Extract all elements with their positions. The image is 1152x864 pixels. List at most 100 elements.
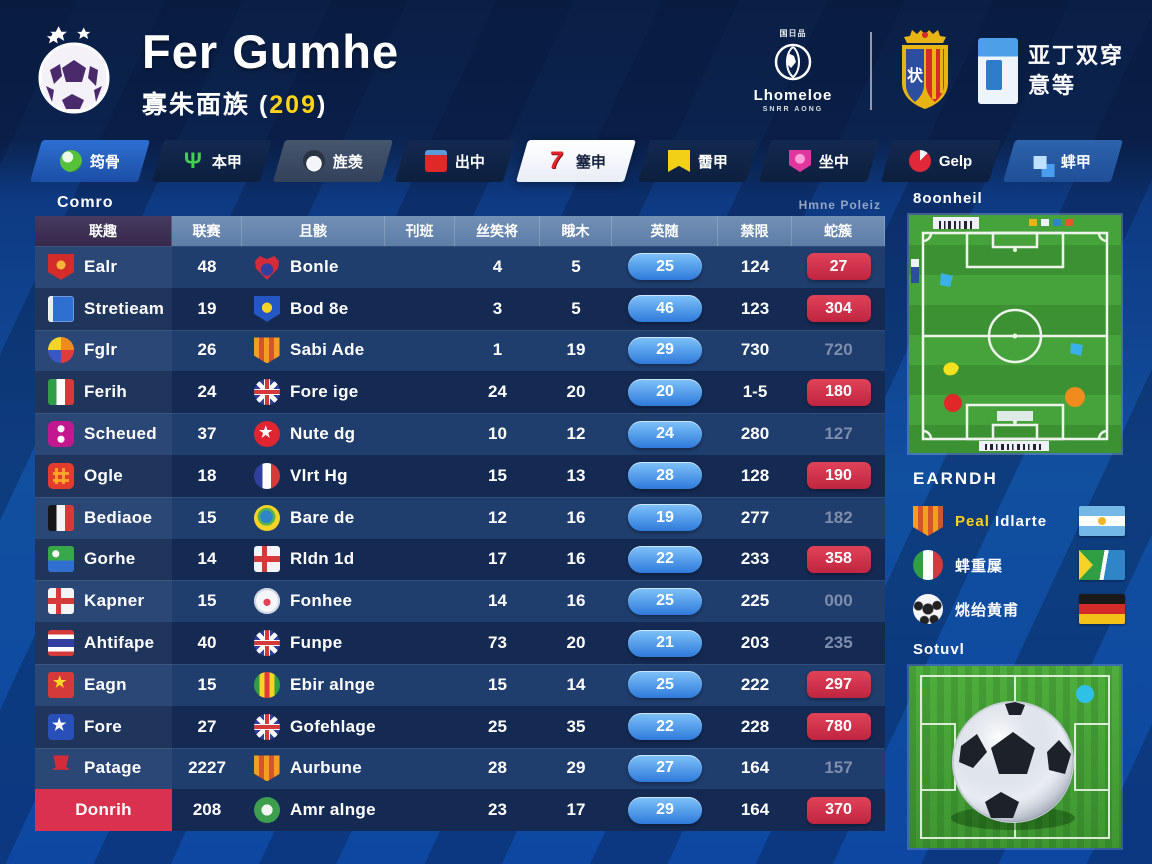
legend-item[interactable]: 烑绐黄甫 bbox=[913, 587, 1125, 631]
table-row[interactable]: Stretieam 19 Bod 8e 3 5 46 123 304 bbox=[35, 287, 885, 330]
shield-orange-icon bbox=[913, 506, 943, 536]
rating-badge[interactable]: 25 bbox=[628, 253, 702, 281]
stat-cell-1: 15 bbox=[488, 674, 507, 694]
table-row[interactable]: Patage 2227 Aurbune 28 29 27 164 157 bbox=[35, 747, 885, 790]
legend-label: 烑绐黄甫 bbox=[955, 601, 1020, 619]
played-cell: 2227 bbox=[188, 758, 226, 778]
rating-badge[interactable]: 28 bbox=[628, 462, 702, 490]
rating-badge[interactable]: 29 bbox=[628, 796, 702, 824]
rating-badge[interactable]: 22 bbox=[628, 713, 702, 741]
column-header[interactable]: 英随 bbox=[612, 216, 718, 246]
soccer-ball-photo[interactable] bbox=[909, 666, 1121, 848]
table-row[interactable]: Kapner 15 Fonhee 14 16 25 225 000 bbox=[35, 580, 885, 623]
score-badge[interactable]: 297 bbox=[806, 671, 871, 699]
score-cell: 720 bbox=[792, 330, 885, 372]
nav-tab[interactable]: 筠骨 bbox=[29, 140, 150, 182]
nav-tab-label: 出中 bbox=[454, 153, 485, 171]
nav-tab[interactable]: 羀甲 bbox=[637, 140, 758, 182]
rating-badge[interactable]: 25 bbox=[628, 587, 702, 615]
pitch-diagram[interactable] bbox=[909, 215, 1121, 453]
opponent-name: Ebir alnge bbox=[290, 674, 376, 694]
rating-cell: 29 bbox=[612, 789, 718, 831]
column-header[interactable]: 丝笶将 bbox=[455, 216, 540, 246]
team-cell: Ahtifape bbox=[35, 622, 172, 664]
rating-badge[interactable]: 20 bbox=[628, 378, 702, 406]
nav-tab-label: 蝆甲 bbox=[1060, 153, 1091, 171]
stat-cell-2: 12 bbox=[566, 424, 586, 444]
nav-tab[interactable]: 旌羡 bbox=[273, 140, 393, 182]
table-row[interactable]: Gorhe 14 Rldn 1d 17 16 22 233 358 bbox=[35, 538, 885, 581]
played-cell: 15 bbox=[197, 507, 217, 527]
legend-item[interactable]: 蝆重屟 bbox=[913, 543, 1125, 587]
circle-red-icon bbox=[909, 150, 932, 172]
sponsor-text-line2: 意等 bbox=[1027, 72, 1076, 98]
stat-cell-1: 1 bbox=[492, 340, 503, 360]
column-header[interactable]: 联趣 bbox=[35, 216, 172, 246]
score-cell: 000 bbox=[792, 580, 885, 622]
table-row[interactable]: Fglr 26 Sabi Ade 1 19 29 730 720 bbox=[35, 329, 885, 372]
table-row[interactable]: Fore 27 Gofehlage 25 35 22 228 780 bbox=[35, 705, 885, 748]
sponsor-text-line1: 亚丁双穿 bbox=[1027, 42, 1124, 68]
rating-badge[interactable]: 25 bbox=[628, 671, 702, 699]
nav-tab-active[interactable]: 簺申 bbox=[516, 140, 636, 182]
circle-green-icon bbox=[254, 797, 280, 824]
stat-cell-2: 17 bbox=[566, 800, 586, 820]
germany-flag-icon bbox=[1079, 594, 1125, 624]
table-row[interactable]: Ahtifape 40 Funpe 73 20 21 203 235 bbox=[35, 622, 885, 664]
score-badge[interactable]: 27 bbox=[806, 253, 871, 281]
column-header[interactable]: 蛇簇 bbox=[792, 216, 885, 246]
score-badge[interactable]: 304 bbox=[806, 295, 871, 323]
photo-field-lines bbox=[920, 675, 1110, 839]
team-name: Fore bbox=[84, 716, 123, 736]
column-header[interactable]: 禁限 bbox=[718, 216, 792, 246]
rating-badge[interactable]: 46 bbox=[628, 295, 702, 323]
rating-badge[interactable]: 24 bbox=[628, 420, 702, 448]
nav-tab[interactable]: 坐中 bbox=[759, 140, 879, 182]
team-name: Gorhe bbox=[84, 549, 136, 569]
column-header[interactable]: 刊班 bbox=[385, 216, 455, 246]
column-header[interactable]: 联赛 bbox=[172, 216, 242, 246]
table-row[interactable]: Eagn 15 Ebir alnge 15 14 25 222 297 bbox=[35, 663, 885, 706]
stat-cell-3: 228 bbox=[740, 716, 770, 736]
nav-tab[interactable]: 出中 bbox=[394, 140, 515, 182]
circle-italy-icon bbox=[913, 550, 943, 580]
score-cell: 182 bbox=[792, 497, 885, 539]
nav-tab[interactable]: Gelp bbox=[880, 140, 1001, 182]
pin-red-icon bbox=[51, 755, 71, 770]
table-row[interactable]: Scheued 37 Nute dg 10 12 24 280 127 bbox=[35, 413, 885, 455]
score-badge[interactable]: 370 bbox=[806, 796, 871, 824]
rating-badge[interactable]: 27 bbox=[628, 754, 702, 782]
stat-cell-1: 3 bbox=[492, 298, 503, 318]
shield-orange-icon bbox=[254, 755, 280, 782]
squares-blue-icon bbox=[1033, 155, 1047, 169]
stat-cell-2: 16 bbox=[566, 507, 586, 527]
table-row[interactable]: Donrih 208 Amr alnge 23 17 29 164 370 bbox=[35, 789, 885, 832]
score-badge[interactable]: 358 bbox=[806, 545, 871, 573]
stat-cell-3: 124 bbox=[740, 256, 770, 276]
table-row[interactable]: Bediaoe 15 Bare de 12 16 19 277 182 bbox=[35, 496, 885, 539]
table-row[interactable]: Ogle 18 Vlrt Hg 15 13 28 128 190 bbox=[35, 454, 885, 497]
legend-item[interactable]: Peal Idlarte bbox=[913, 499, 1125, 543]
rating-badge[interactable]: 19 bbox=[628, 504, 702, 532]
score-badge[interactable]: 180 bbox=[806, 378, 871, 406]
rating-cell: 24 bbox=[612, 413, 718, 455]
rating-badge[interactable]: 22 bbox=[628, 545, 702, 573]
rating-badge[interactable]: 29 bbox=[628, 336, 702, 364]
stat-cell-2: 13 bbox=[566, 465, 586, 485]
legend-list: Peal Idlarte 蝆重屟 烑绐黄甫 bbox=[913, 499, 1125, 631]
team-cell: Fore bbox=[35, 705, 172, 748]
table-row[interactable]: Ealr 48 Bonle 4 5 25 124 27 bbox=[35, 246, 885, 288]
nav-tab[interactable]: 蝆甲 bbox=[1002, 140, 1123, 182]
circle-globe-icon bbox=[254, 504, 280, 531]
played-cell: 208 bbox=[192, 800, 222, 820]
opponent-cell: Bare de bbox=[242, 497, 455, 539]
rating-badge[interactable]: 21 bbox=[628, 629, 702, 657]
table-row[interactable]: Ferih 24 Fore ige 24 20 20 1-5 180 bbox=[35, 371, 885, 414]
score-badge[interactable]: 190 bbox=[806, 462, 871, 490]
score-badge[interactable]: 780 bbox=[806, 713, 871, 741]
column-header[interactable]: 且骸 bbox=[242, 216, 385, 246]
nav-tab[interactable]: 本甲 bbox=[151, 140, 272, 182]
team-name: Ogle bbox=[84, 465, 123, 485]
played-cell: 15 bbox=[197, 674, 217, 694]
column-header[interactable]: 睋木 bbox=[540, 216, 612, 246]
